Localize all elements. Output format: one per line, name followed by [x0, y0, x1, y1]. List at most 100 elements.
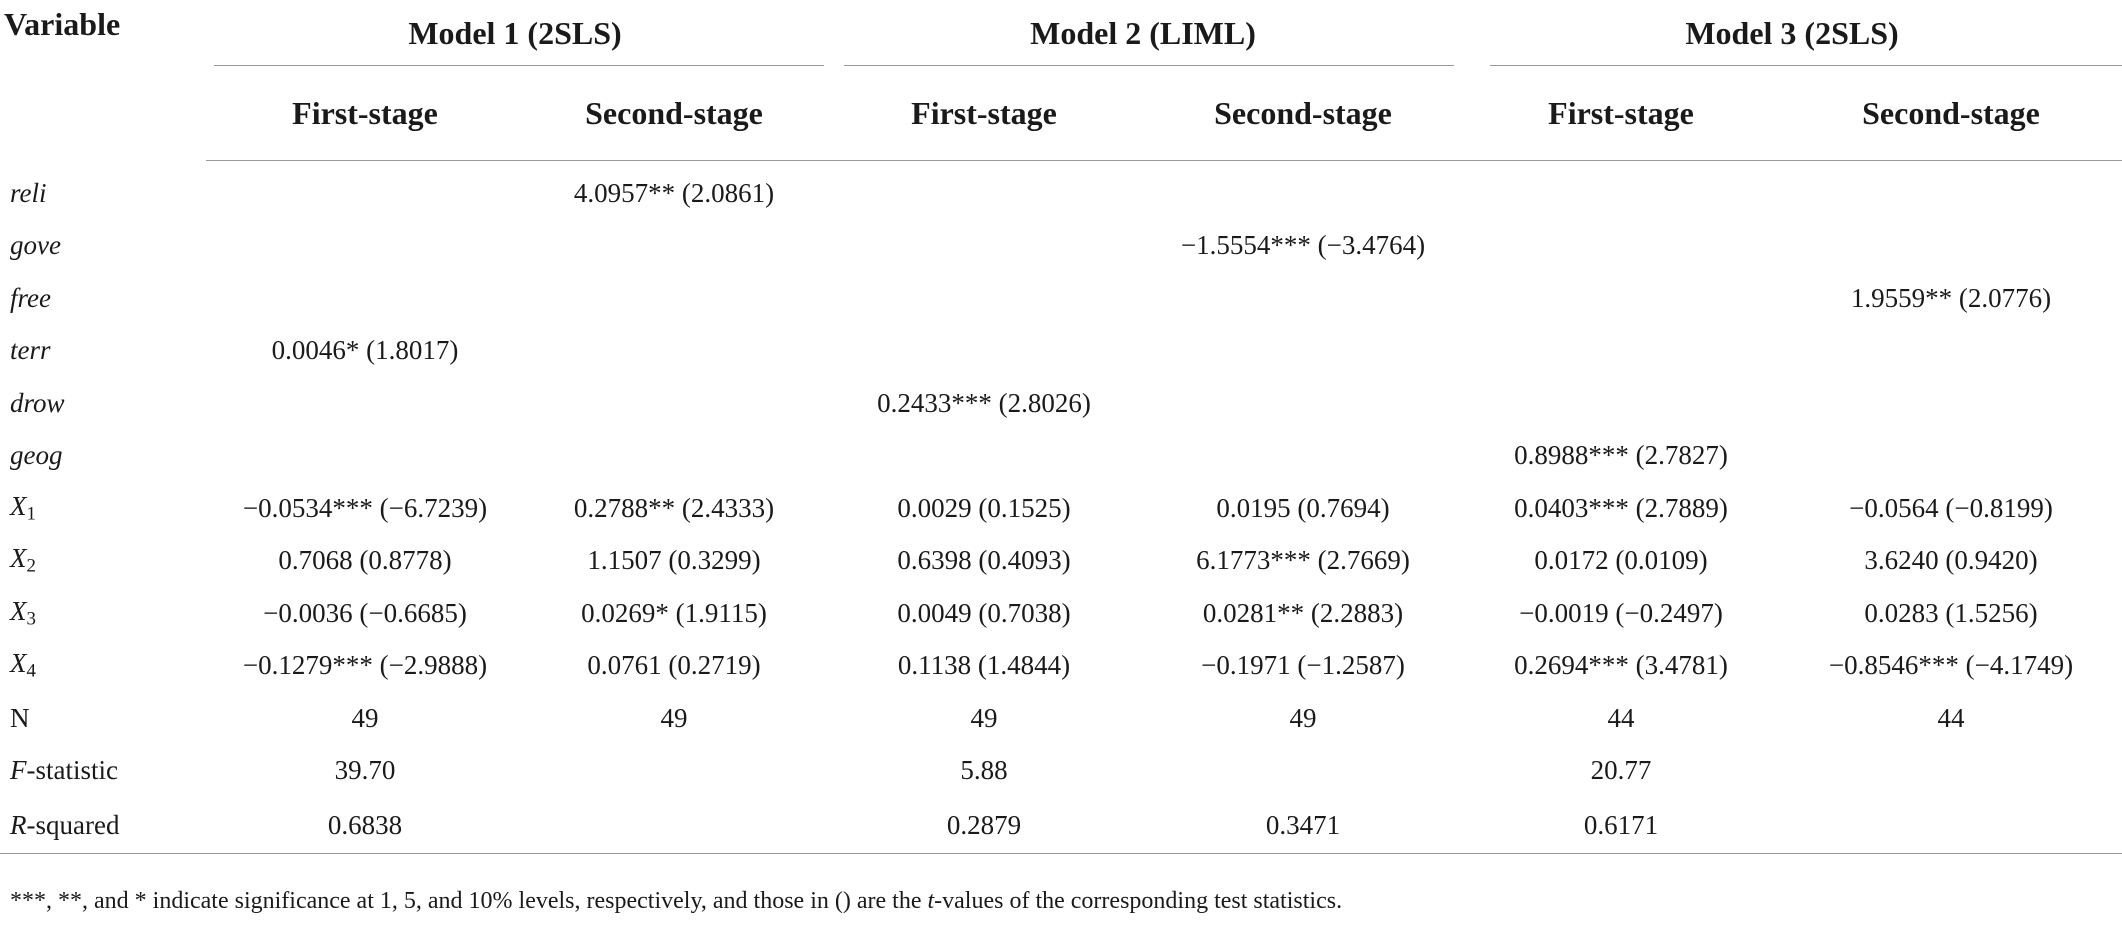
- table-footnote: ***, **, and * indicate significance at …: [10, 888, 1342, 915]
- table-cell: [1462, 325, 1780, 378]
- regression-results-table: Variable Model 1 (2SLS) Model 2 (LIML) M…: [0, 0, 2122, 854]
- table-cell: [1462, 161, 1780, 220]
- table-cell: −0.1279*** (−2.9888): [242, 650, 488, 681]
- footnote-t-italic: t: [927, 888, 935, 914]
- table-cell: [1144, 430, 1462, 483]
- variable-cell: X2: [0, 535, 206, 588]
- table-row: terr 0.0046* (1.8017): [0, 325, 2122, 378]
- table-cell: 0.0049 (0.7038): [897, 597, 1071, 628]
- table-cell: 49: [1289, 702, 1317, 733]
- table-cell: 0.0283 (1.5256): [1864, 597, 2038, 628]
- variable-name-italic: R: [10, 809, 27, 840]
- variable-header-label: Variable: [4, 6, 121, 42]
- variable-cell: gove: [0, 220, 206, 273]
- table-cell: [206, 377, 524, 430]
- model-1-divider: [214, 65, 824, 66]
- stage-header-m1-first: First-stage: [206, 66, 524, 161]
- variable-cell: N: [0, 692, 206, 745]
- table-row: X1 −0.0534*** (−6.7239) 0.2788** (2.4333) 0…: [0, 482, 2122, 535]
- variable-name: terr: [10, 335, 51, 366]
- table-cell: [524, 745, 824, 798]
- table-cell: [524, 220, 824, 273]
- table-cell: 5.88: [960, 755, 1008, 786]
- table-cell: 3.6240 (0.9420): [1864, 545, 2038, 576]
- stage-header-m3-second: Second-stage: [1780, 66, 2122, 161]
- table-row: X3 −0.0036 (−0.6685) 0.0269* (1.9115) 0.004…: [0, 587, 2122, 640]
- table-cell: 0.0195 (0.7694): [1216, 492, 1390, 523]
- table-cell: 1.1507 (0.3299): [587, 545, 761, 576]
- variable-cell: X1: [0, 482, 206, 535]
- variable-subscript: 1: [26, 503, 36, 525]
- table-cell: [1780, 377, 2122, 430]
- table-cell: 0.0172 (0.0109): [1534, 545, 1708, 576]
- table-cell: [824, 161, 1144, 220]
- table-cell: −0.1971 (−1.2587): [1201, 650, 1405, 681]
- model-2-label: Model 2 (LIML): [1030, 14, 1256, 51]
- table-cell: 0.0403*** (2.7889): [1514, 492, 1728, 523]
- variable-cell: terr: [0, 325, 206, 378]
- table-cell: 0.2694*** (3.4781): [1514, 650, 1728, 681]
- model-3-label: Model 3 (2SLS): [1685, 14, 1899, 51]
- stage-header-row: First-stage Second-stage First-stage Sec…: [0, 66, 2122, 161]
- table-cell: −0.0564 (−0.8199): [1849, 492, 2053, 523]
- table-cell: [1780, 325, 2122, 378]
- variable-subscript: 4: [26, 661, 36, 683]
- table-cell: −1.5554*** (−3.4764): [1180, 230, 1426, 261]
- stage-header-m3-first: First-stage: [1462, 66, 1780, 161]
- table-row: X4 −0.1279*** (−2.9888) 0.0761 (0.2719) 0.1…: [0, 640, 2122, 693]
- table-cell: 0.6838: [206, 797, 524, 854]
- table-cell: 44: [1937, 702, 1965, 733]
- table-cell: [524, 430, 824, 483]
- table-cell: [1462, 220, 1780, 273]
- model-2-divider: [844, 65, 1454, 66]
- table-row: X2 0.7068 (0.8778) 1.1507 (0.3299) 0.6398 (…: [0, 535, 2122, 588]
- table-cell: [824, 430, 1144, 483]
- table-row: R-squared 0.6838 0.2879 0.3471 0.6171: [0, 797, 2122, 854]
- variable-name: free: [10, 282, 51, 313]
- model-3-divider: [1490, 65, 2122, 66]
- table-cell: [206, 272, 524, 325]
- variable-name: X: [10, 595, 27, 626]
- model-2-header: Model 2 (LIML): [824, 0, 1462, 66]
- table-row: N 49 49 49 49 44 44: [0, 692, 2122, 745]
- variable-cell: F-statistic: [0, 745, 206, 798]
- table-cell: [1144, 161, 1462, 220]
- stage-header-m2-second: Second-stage: [1144, 66, 1462, 161]
- variable-cell: free: [0, 272, 206, 325]
- table-cell: −0.0019 (−0.2497): [1519, 597, 1723, 628]
- variable-cell: X3: [0, 587, 206, 640]
- variable-name-rest: -squared: [26, 809, 120, 840]
- table-cell: 44: [1607, 702, 1635, 733]
- footnote-text-2: -values of the corresponding test statis…: [934, 888, 1343, 914]
- table-cell: [1144, 377, 1462, 430]
- table-cell: [524, 325, 824, 378]
- table-cell: 0.2879: [824, 797, 1144, 854]
- table-cell: [1462, 377, 1780, 430]
- variable-name: geog: [10, 440, 63, 471]
- variable-name: drow: [10, 387, 65, 418]
- table-cell: [524, 377, 824, 430]
- variable-name-italic: F: [10, 755, 27, 786]
- table-cell: 49: [660, 702, 688, 733]
- table-cell: 39.70: [334, 755, 396, 786]
- table-cell: 0.0281** (2.2883): [1202, 597, 1404, 628]
- model-3-header: Model 3 (2SLS): [1462, 0, 2122, 66]
- table-cell: [1780, 220, 2122, 273]
- table-cell: [206, 430, 524, 483]
- table-cell: 0.2433*** (2.8026): [877, 387, 1091, 418]
- variable-name-rest: -statistic: [26, 755, 118, 786]
- table-cell: −0.0534*** (−6.7239): [242, 492, 488, 523]
- table-cell: −0.8546*** (−4.1749): [1828, 650, 2074, 681]
- table-cell: 0.3471: [1144, 797, 1462, 854]
- table-row: reli 4.0957** (2.0861): [0, 161, 2122, 220]
- variable-cell: geog: [0, 430, 206, 483]
- variable-name: X: [10, 543, 27, 574]
- variable-cell: X4: [0, 640, 206, 693]
- table-cell: [1780, 161, 2122, 220]
- variable-name: gove: [10, 230, 61, 261]
- table-cell: 4.0957** (2.0861): [573, 177, 775, 208]
- table-row: F-statistic 39.70 5.88 20.77: [0, 745, 2122, 798]
- table-cell: 0.2788** (2.4333): [573, 492, 775, 523]
- table-cell: 0.1138 (1.4844): [897, 650, 1071, 681]
- variable-column-header: Variable: [0, 0, 206, 161]
